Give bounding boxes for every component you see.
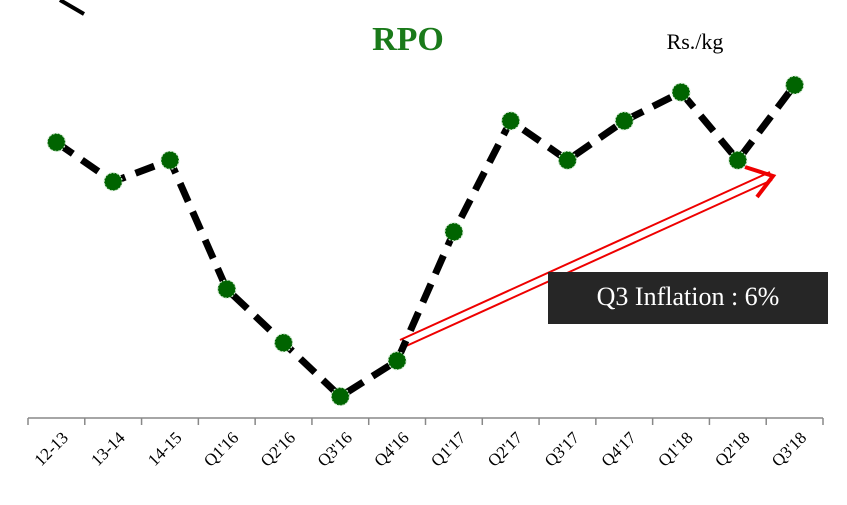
x-tick-label: Q4'17 — [598, 428, 641, 471]
chart-title: RPO — [372, 21, 444, 58]
x-tick-label: Q1'16 — [200, 428, 242, 470]
x-tick-label: Q3'16 — [314, 428, 356, 470]
marker — [330, 386, 350, 407]
annotation: Q3 Inflation : 6% — [597, 282, 780, 311]
marker — [671, 82, 691, 102]
marker — [217, 279, 237, 299]
x-tick-label: Q1'17 — [427, 428, 470, 471]
marker — [614, 111, 634, 131]
x-tick-label: Q2'18 — [711, 428, 753, 470]
x-tick-label: Q2'17 — [484, 428, 527, 471]
marker — [46, 132, 66, 152]
marker — [785, 75, 805, 95]
marker — [103, 172, 123, 192]
unit-label: Rs./kg — [667, 29, 724, 54]
x-tick-label: Q4'16 — [370, 428, 412, 470]
marker — [444, 222, 464, 242]
x-tick-label: Q1'18 — [654, 428, 696, 470]
marker — [728, 150, 748, 170]
x-tick-label: Q3'18 — [768, 428, 810, 470]
marker — [387, 351, 407, 371]
x-tick-label: 13-14 — [87, 428, 129, 470]
marker — [501, 111, 521, 131]
annotation-box — [548, 272, 828, 324]
x-tick-label: Q2'16 — [257, 428, 299, 470]
marker — [273, 333, 294, 353]
x-tick-label: 14-15 — [144, 428, 185, 469]
inflation-arrow — [399, 165, 777, 348]
arrow-line — [403, 179, 773, 348]
decor-arrow — [58, 0, 86, 16]
marker — [160, 150, 180, 170]
arrow-head — [744, 165, 777, 199]
marker — [557, 150, 578, 170]
x-tick-label: 12-13 — [30, 428, 71, 469]
arrow-line — [399, 171, 771, 341]
x-tick-label: Q3'17 — [541, 428, 584, 471]
line — [54, 82, 798, 401]
